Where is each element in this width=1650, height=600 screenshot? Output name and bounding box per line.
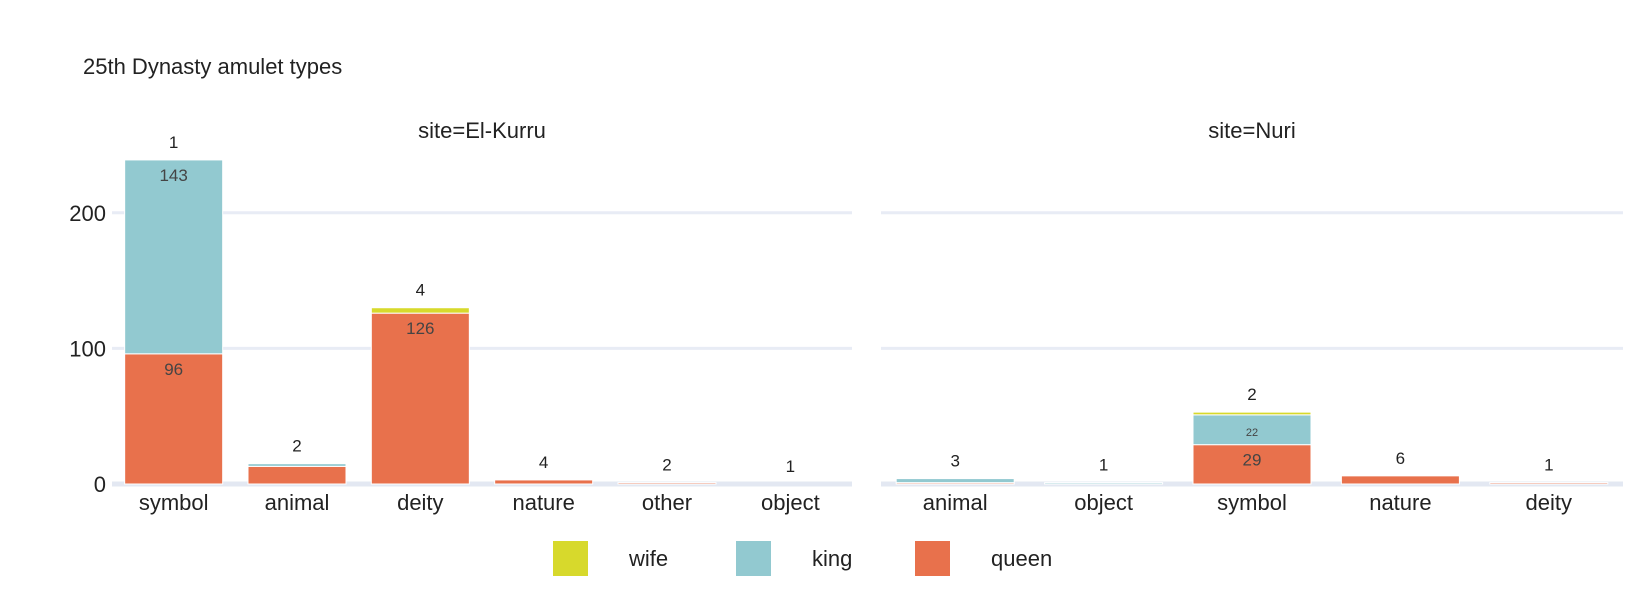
segment-label: 96 <box>164 360 183 379</box>
bar-segment-queen <box>124 353 224 485</box>
x-tick-label: nature <box>512 490 574 515</box>
x-tick-label: animal <box>923 490 988 515</box>
segment-label: 126 <box>406 319 434 338</box>
x-tick-label: deity <box>1526 490 1572 515</box>
y-tick-label: 200 <box>69 201 106 226</box>
bar-segment-queen <box>1489 482 1609 485</box>
bar-segment-queen <box>1192 444 1312 485</box>
bar-segment-king <box>1044 482 1164 485</box>
segment-label: 29 <box>1243 451 1262 470</box>
x-tick-label: symbol <box>1217 490 1287 515</box>
segment-label: 22 <box>1246 427 1258 439</box>
bar-total-label: 2 <box>1247 385 1256 404</box>
legend-label: queen <box>991 546 1052 571</box>
bar-segment-queen <box>494 479 594 485</box>
bar-total-label: 1 <box>169 133 178 152</box>
x-tick-label: animal <box>265 490 330 515</box>
legend-swatch <box>736 541 771 576</box>
x-tick-label: object <box>761 490 820 515</box>
bar-total-label: 3 <box>950 452 959 471</box>
legend: wife king queen <box>553 541 1052 576</box>
bar-total-label: 4 <box>416 281 425 300</box>
x-tick-label: nature <box>1369 490 1431 515</box>
bar-total-label: 4 <box>539 453 548 472</box>
bar-segment-king <box>247 463 347 467</box>
legend-item-queen[interactable]: queen <box>915 541 1052 576</box>
bar-segment-king <box>124 159 224 355</box>
facet-title: site=Nuri <box>1208 118 1295 143</box>
bar-total-label: 2 <box>292 437 301 456</box>
legend-item-king[interactable]: king <box>736 541 852 576</box>
y-tick-label: 0 <box>94 472 106 497</box>
x-tick-label: other <box>642 490 692 515</box>
segment-label: 143 <box>159 166 187 185</box>
bar-segment-queen <box>370 312 470 485</box>
y-tick-label: 100 <box>69 336 106 361</box>
facet-panel: site=Nuri3animal1object29222symbol6natur… <box>881 118 1623 515</box>
legend-label: wife <box>628 546 668 571</box>
x-tick-label: object <box>1074 490 1133 515</box>
x-tick-label: deity <box>397 490 443 515</box>
bar-segment-queen <box>247 465 347 485</box>
plot-area: 0100200site=El-Kurru961431symbol2animal1… <box>69 118 1623 515</box>
bar-segment-king <box>895 478 1015 484</box>
bar-total-label: 2 <box>662 456 671 475</box>
facet-panel: site=El-Kurru 96 143 1 symbol 2 animal 126 4 deit… <box>112 118 852 515</box>
x-tick-label: symbol <box>139 490 209 515</box>
chart-title: 25th Dynasty amulet types <box>83 54 342 79</box>
bar-segment-wife <box>370 307 470 314</box>
bar-total-label: 1 <box>1099 456 1108 475</box>
bar-total-label: 6 <box>1396 449 1405 468</box>
facet-title: site=El-Kurru <box>418 118 546 143</box>
legend-label: king <box>812 546 852 571</box>
legend-swatch <box>553 541 588 576</box>
legend-swatch <box>915 541 950 576</box>
legend-item-wife[interactable]: wife <box>553 541 668 576</box>
bar-total-label: 1 <box>1544 456 1553 475</box>
bar-segment-wife <box>1192 411 1312 416</box>
bar-segment-queen <box>617 482 717 485</box>
bar-segment-queen <box>1340 475 1460 485</box>
bar-total-label: 1 <box>786 457 795 476</box>
